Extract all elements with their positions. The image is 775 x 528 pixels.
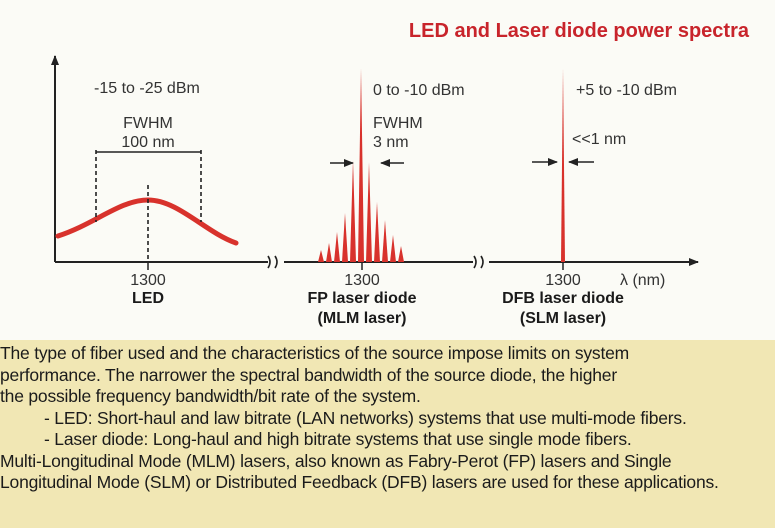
spectra-drawing bbox=[51, 55, 699, 270]
led-power-range: -15 to -25 dBm bbox=[94, 80, 200, 97]
fp-subname: (MLM laser) bbox=[317, 310, 407, 327]
description-bullet-led: - LED: Short-haul and law bitrate (LAN n… bbox=[44, 407, 687, 428]
description-line-5: Longitudinal Mode (SLM) or Distributed F… bbox=[0, 472, 719, 492]
dfb-subname: (SLM laser) bbox=[519, 310, 607, 327]
dfb-name: DFB laser diode bbox=[502, 290, 624, 307]
description-line-3: the possible frequency bandwidth/bit rat… bbox=[0, 386, 421, 406]
diagram-title: LED and Laser diode power spectra bbox=[408, 20, 749, 42]
led-spectrum-curve bbox=[55, 197, 239, 246]
fp-power-range: 0 to -10 dBm bbox=[373, 82, 465, 99]
led-name: LED bbox=[132, 290, 164, 307]
fp-spectrum-modes bbox=[318, 68, 404, 262]
led-wavelength: 1300 bbox=[130, 272, 166, 289]
description-line-4: Multi-Longitudinal Mode (MLM) lasers, al… bbox=[0, 450, 672, 471]
spectra-diagram: LED and Laser diode power spectra -15 to… bbox=[0, 0, 775, 340]
fp-wavelength: 1300 bbox=[344, 272, 380, 289]
description-bullet-laser: - Laser diode: Long-haul and high bitrat… bbox=[44, 429, 632, 449]
fp-fwhm-value: 3 nm bbox=[373, 134, 409, 151]
fp-name: FP laser diode bbox=[307, 290, 417, 307]
dfb-width-value: <<1 nm bbox=[572, 131, 627, 148]
wavelength-axis-label: λ (nm) bbox=[620, 272, 666, 289]
led-fwhm-label: FWHM bbox=[123, 115, 173, 132]
fp-fwhm-label: FWHM bbox=[373, 115, 423, 132]
dfb-power-range: +5 to -10 dBm bbox=[576, 82, 677, 99]
dfb-spectrum-line bbox=[561, 68, 565, 262]
axis-break-2 bbox=[473, 255, 484, 269]
description-line-2: performance. The narrower the spectral b… bbox=[0, 364, 617, 385]
axis-break-1 bbox=[267, 255, 278, 269]
dfb-wavelength: 1300 bbox=[545, 272, 581, 289]
led-fwhm-value: 100 nm bbox=[121, 134, 175, 151]
description-line-1: The type of fiber used and the character… bbox=[0, 343, 630, 363]
description-text: The type of fiber used and the character… bbox=[0, 343, 775, 494]
